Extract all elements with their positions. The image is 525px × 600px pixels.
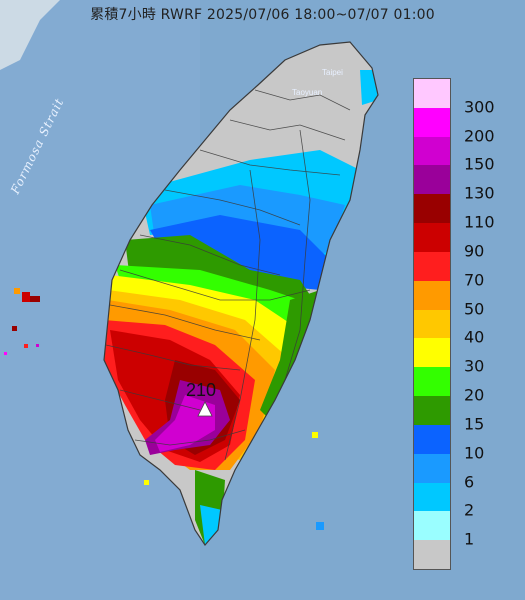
legend-swatch	[414, 194, 450, 224]
legend-swatch	[414, 280, 450, 310]
taipei-label: Taipei	[322, 68, 343, 77]
rain-band-10mm	[150, 215, 330, 290]
legend-swatch	[414, 165, 450, 195]
legend-swatch	[414, 424, 450, 454]
legend-label: 300	[464, 97, 495, 117]
legend-swatch	[414, 251, 450, 281]
legend-swatch	[414, 396, 450, 425]
legend-label: 1	[464, 529, 475, 549]
legend-label: 2	[464, 500, 475, 520]
rain-band-northeast	[360, 70, 378, 105]
legend-swatch	[414, 136, 450, 166]
legend-label: 40	[464, 327, 485, 347]
max-rain-value: 210	[186, 380, 217, 400]
max-rain-marker	[197, 401, 213, 417]
offshore-rain	[4, 288, 324, 530]
legend-swatch	[414, 107, 450, 137]
legend-label: 20	[464, 385, 485, 405]
legend-swatch	[414, 79, 450, 108]
color-legend	[413, 78, 451, 570]
legend-swatch	[414, 338, 450, 368]
rain-band-east-coast	[260, 290, 320, 420]
legend-label: 90	[464, 241, 485, 261]
legend-swatch	[414, 367, 450, 397]
legend-label: 10	[464, 443, 485, 463]
legend-swatch	[414, 223, 450, 252]
legend-swatch	[414, 511, 450, 541]
china-coast	[0, 0, 60, 70]
legend-label: 150	[464, 154, 495, 174]
legend-swatch	[414, 482, 450, 512]
legend-label: 30	[464, 356, 485, 376]
rain-band-150mm	[155, 395, 215, 452]
taoyuan-label: Taoyuan	[292, 88, 323, 97]
legend-label: 6	[464, 472, 475, 492]
legend-label: 50	[464, 299, 485, 319]
county-borders	[105, 89, 351, 461]
legend-swatch	[414, 309, 450, 339]
legend-label: 15	[464, 414, 485, 434]
map-title: 累積7小時 RWRF 2025/07/06 18:00~07/07 01:00	[90, 7, 435, 23]
legend-swatch	[414, 540, 450, 569]
legend-swatch	[414, 453, 450, 483]
taiwan-outline	[103, 41, 379, 546]
legend-label: 130	[464, 183, 495, 203]
legend-label: 70	[464, 270, 485, 290]
legend-label: 110	[464, 212, 495, 232]
legend-label: 200	[464, 126, 495, 146]
